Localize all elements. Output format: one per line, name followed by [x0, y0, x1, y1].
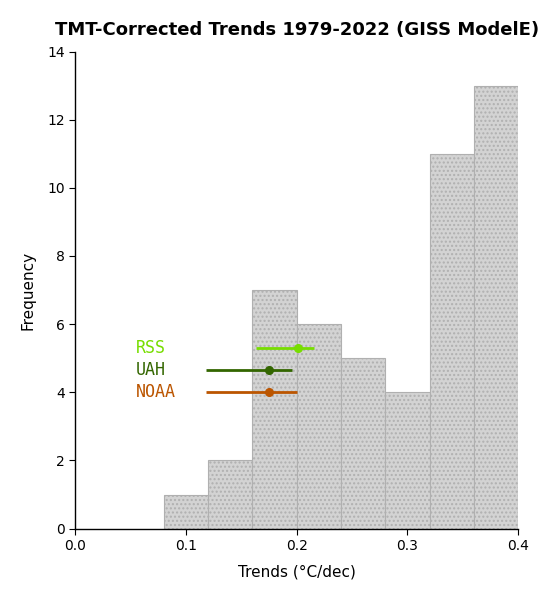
- Y-axis label: Frequency: Frequency: [21, 251, 36, 329]
- Text: RSS: RSS: [136, 339, 166, 357]
- Bar: [385, 392, 430, 529]
- X-axis label: Trends (°C/dec): Trends (°C/dec): [238, 564, 355, 579]
- Text: NOAA: NOAA: [136, 383, 176, 401]
- Bar: [474, 86, 518, 529]
- Bar: [518, 460, 550, 529]
- Bar: [296, 324, 341, 529]
- Bar: [164, 494, 208, 529]
- Text: UAH: UAH: [136, 361, 166, 379]
- Title: TMT-Corrected Trends 1979-2022 (GISS ModelE): TMT-Corrected Trends 1979-2022 (GISS Mod…: [54, 21, 538, 39]
- Bar: [341, 358, 385, 529]
- Bar: [430, 154, 474, 529]
- Bar: [252, 290, 296, 529]
- Bar: [208, 460, 252, 529]
